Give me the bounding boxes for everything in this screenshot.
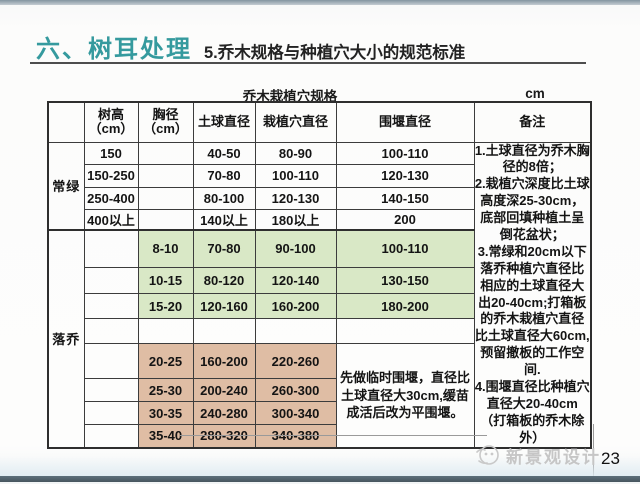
watermark: 新景观设计 xyxy=(474,442,601,468)
cell-dbh xyxy=(137,186,194,210)
footer-vertical-line xyxy=(593,424,594,477)
cell-weir-dia xyxy=(335,318,475,345)
cell-tree-height xyxy=(83,343,139,380)
cell-ball-dia: 80-100 xyxy=(192,186,256,210)
cell-ball-dia: 280-320 xyxy=(192,424,256,449)
cell-tree-height: 400以上 xyxy=(83,208,139,230)
cell-pit-dia: 90-100 xyxy=(254,228,337,269)
cell-weir-dia: 120-130 xyxy=(335,163,475,188)
cell-pit-dia: 260-300 xyxy=(254,378,337,403)
cell-ball-dia: 70-80 xyxy=(192,163,256,188)
cell-weir-dia: 140-150 xyxy=(335,186,475,210)
cell-dbh: 20-25 xyxy=(137,343,194,380)
column-header-6: 备注 xyxy=(473,101,592,143)
cell-weir-dia: 180-200 xyxy=(335,293,475,320)
cell-tree-height xyxy=(83,228,139,269)
cell-weir-note: 先做临时围堰，直径比土球直径大30cm,缓苗成活后改为平围堰。 xyxy=(335,343,475,449)
cell-weir-dia: 130-150 xyxy=(335,267,475,295)
cell-remarks: 1.土球直径为乔木胸径的8倍； 2.栽植穴深度比土球高度深25-30cm，底部回… xyxy=(473,141,592,449)
section-title: 六、树耳处理 xyxy=(36,36,192,63)
cell-dbh: 30-35 xyxy=(137,401,194,426)
cell-ball-dia xyxy=(192,318,256,345)
cell-pit-dia: 160-200 xyxy=(254,293,337,320)
cell-dbh: 25-30 xyxy=(137,378,194,403)
cell-tree-height xyxy=(83,293,139,320)
cell-ball-dia: 140以上 xyxy=(192,208,256,230)
cell-tree-height: 250-400 xyxy=(83,186,139,210)
cell-pit-dia: 80-90 xyxy=(254,141,337,165)
column-header-4: 栽植穴直径 xyxy=(254,101,337,143)
cell-pit-dia: 120-130 xyxy=(254,186,337,210)
slide-subtitle: 5.乔木规格与种植穴大小的规范标准 xyxy=(204,44,466,62)
slide-top-strip xyxy=(0,0,640,5)
cell-weir-dia: 100-110 xyxy=(335,141,475,165)
title-divider xyxy=(30,62,586,64)
cell-tree-height xyxy=(83,318,139,345)
cell-ball-dia: 40-50 xyxy=(192,141,256,165)
spec-table: 树高 （cm） 胸径 （cm） 土球直径 栽植穴直径 围堰直径 备注 常绿 150 40-50 8… xyxy=(47,101,592,449)
cell-ball-dia: 200-240 xyxy=(192,378,256,403)
table-caption: 乔木栽植穴规格 xyxy=(242,89,338,104)
cell-tree-height xyxy=(83,424,139,449)
cell-pit-dia: 340-380 xyxy=(254,424,337,449)
page-number: 23 xyxy=(601,449,620,468)
cell-dbh: 15-20 xyxy=(137,293,194,320)
cell-dbh xyxy=(137,141,194,165)
cell-dbh xyxy=(137,208,194,230)
column-header-5: 围堰直径 xyxy=(335,101,475,143)
cell-pit-dia: 300-340 xyxy=(254,401,337,426)
table-unit-label: cm xyxy=(525,86,545,101)
cell-weir-dia: 100-110 xyxy=(335,228,475,269)
cell-dbh xyxy=(137,163,194,188)
cell-tree-height xyxy=(83,378,139,403)
cell-pit-dia: 220-260 xyxy=(254,343,337,380)
cell-pit-dia: 120-140 xyxy=(254,267,337,295)
column-header-1: 树高 （cm） xyxy=(83,101,139,143)
cell-pit-dia: 180以上 xyxy=(254,208,337,230)
bird-doodle-icon xyxy=(476,445,499,465)
group-cell-evergreen: 常绿 xyxy=(47,141,85,230)
column-header-0 xyxy=(47,101,85,143)
footer-horizontal-line xyxy=(180,435,487,436)
cell-dbh: 35-40 xyxy=(137,424,194,449)
column-header-3: 土球直径 xyxy=(192,101,256,143)
slide-bottom-bar xyxy=(0,476,640,482)
cell-tree-height: 150-250 xyxy=(83,163,139,188)
cell-tree-height xyxy=(83,267,139,295)
cell-ball-dia: 70-80 xyxy=(192,228,256,269)
cell-ball-dia: 240-280 xyxy=(192,401,256,426)
cell-pit-dia: 100-110 xyxy=(254,163,337,188)
cell-tree-height xyxy=(83,401,139,426)
column-header-2: 胸径 （cm） xyxy=(137,101,194,143)
cell-weir-dia: 200 xyxy=(335,208,475,230)
cell-pit-dia xyxy=(254,318,337,345)
cell-ball-dia: 120-160 xyxy=(192,293,256,320)
group-cell-deciduous: 落乔 xyxy=(47,228,85,449)
cell-dbh xyxy=(137,318,194,345)
cell-tree-height: 150 xyxy=(83,141,139,165)
cell-dbh: 10-15 xyxy=(137,267,194,295)
watermark-text: 新景观设计 xyxy=(506,447,601,467)
cell-ball-dia: 80-120 xyxy=(192,267,256,295)
cell-dbh: 8-10 xyxy=(137,228,194,269)
cell-ball-dia: 160-200 xyxy=(192,343,256,380)
table-container: 树高 （cm） 胸径 （cm） 土球直径 栽植穴直径 围堰直径 备注 常绿 150 40-50 8… xyxy=(47,101,592,449)
